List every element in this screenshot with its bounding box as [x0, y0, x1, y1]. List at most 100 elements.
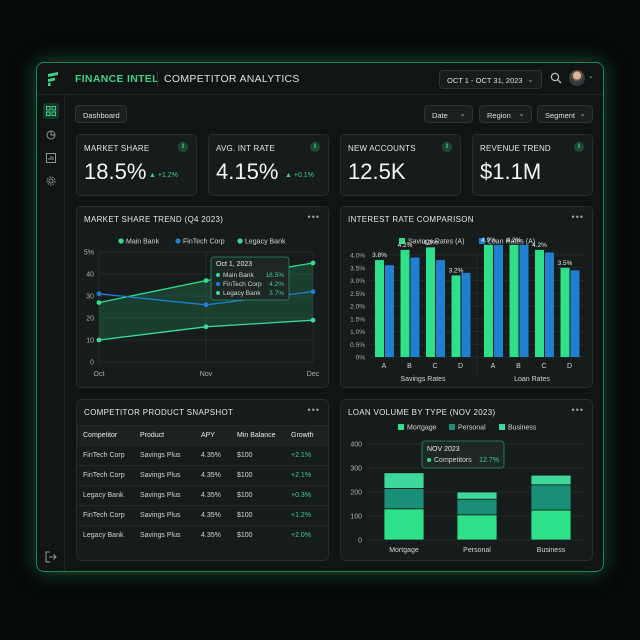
- y-tick-label: 300: [350, 466, 362, 473]
- table-row[interactable]: FinTech Corp Savings Plus 4.35% $100 +2.…: [77, 465, 328, 485]
- card-title: INTEREST RATE COMPARISON: [348, 215, 474, 224]
- kpi-value: $1.1M: [480, 159, 542, 184]
- region-filter[interactable]: Region ⌄: [479, 105, 532, 123]
- interest-rate-bar-chart: Savings Rates (A) Loan Rates (A) 4.0% 3.5% 3…: [350, 237, 584, 383]
- tooltip-name: FinTech Corp: [223, 281, 262, 288]
- bar-loans: [570, 270, 580, 357]
- column-header[interactable]: APY: [201, 432, 216, 439]
- x-tick-label: D: [567, 363, 572, 370]
- data-label: 4.2%: [398, 242, 413, 249]
- tooltip-marker: [216, 282, 220, 286]
- search-icon[interactable]: [550, 72, 562, 84]
- date-filter[interactable]: Date ⌄: [424, 105, 473, 123]
- x-tick-label: Business: [537, 547, 566, 554]
- column-header[interactable]: Growth: [291, 432, 314, 439]
- bar-savings: [400, 249, 410, 357]
- cell-min-balance: $100: [237, 532, 253, 539]
- legend-label: Personal: [458, 425, 486, 432]
- chevron-down-icon: ⌄: [579, 109, 586, 118]
- card-title: COMPETITOR PRODUCT SNAPSHOT: [84, 408, 234, 417]
- column-header[interactable]: Min Balance: [237, 432, 276, 439]
- loan-volume-card: LOAN VOLUME BY TYPE (NOV 2023) ••• Mortg…: [340, 399, 593, 561]
- settings-icon[interactable]: [43, 173, 59, 189]
- y-tick-label: 4.0%: [350, 253, 365, 260]
- bar-loans: [545, 252, 554, 357]
- y-tick-label: 3.5%: [350, 265, 365, 272]
- column-header[interactable]: Competitor: [83, 432, 118, 439]
- chevron-down-icon[interactable]: ⌄: [588, 73, 594, 80]
- x-tick-label: Personal: [463, 547, 491, 554]
- legend-marker: [118, 238, 124, 244]
- main-content: Dashboard Date ⌄ Region ⌄ Segment ⌄ MARKET …: [65, 95, 603, 571]
- more-icon[interactable]: •••: [571, 212, 584, 222]
- data-point: [203, 324, 209, 330]
- chevron-down-icon: ⌄: [527, 75, 534, 84]
- tooltip-name: Competitors: [434, 457, 472, 464]
- stacked-bar-segment: [383, 508, 425, 541]
- stacked-bar-segment: [530, 484, 572, 511]
- legend-label: FinTech Corp: [183, 239, 225, 246]
- logo-icon: [48, 72, 58, 86]
- data-point: [203, 278, 209, 283]
- more-icon[interactable]: •••: [307, 405, 320, 415]
- cell-apy: 4.35%: [201, 472, 221, 479]
- info-icon[interactable]: i: [442, 142, 452, 152]
- bar-savings: [484, 244, 493, 357]
- report-icon[interactable]: [43, 150, 59, 166]
- y-tick-label: 5%: [84, 250, 94, 257]
- table-row[interactable]: Legacy Bank Savings Plus 4.35% $100 +0.3…: [77, 485, 328, 505]
- chevron-down-icon: ⌄: [459, 109, 466, 118]
- info-icon[interactable]: i: [178, 142, 188, 152]
- y-tick-label: 20: [86, 316, 94, 323]
- cell-product: Savings Plus: [140, 532, 181, 539]
- bar-savings: [560, 267, 570, 357]
- bar-savings: [535, 249, 544, 357]
- data-label: 4.3%: [423, 239, 438, 246]
- table-row[interactable]: FinTech Corp Savings Plus 4.35% $100 +1.…: [77, 505, 328, 525]
- cell-competitor: FinTech Corp: [83, 472, 125, 479]
- date-range-picker[interactable]: OCT 1 - OCT 31, 2023 ⌄: [439, 70, 542, 89]
- more-icon[interactable]: •••: [571, 405, 584, 415]
- y-tick-label: 100: [350, 514, 362, 521]
- date-range-label: OCT 1 - OCT 31, 2023: [447, 76, 523, 85]
- x-tick-label: A: [491, 363, 496, 370]
- info-icon[interactable]: i: [574, 142, 584, 152]
- dashboard-icon[interactable]: [43, 103, 59, 119]
- segment-filter[interactable]: Segment ⌄: [537, 105, 593, 123]
- chart-icon[interactable]: [43, 127, 59, 143]
- y-tick-label: 1.0%: [350, 329, 365, 336]
- x-tick-label: Oct: [94, 371, 105, 378]
- cell-growth: +0.3%: [291, 492, 312, 499]
- data-point: [96, 337, 102, 343]
- cell-product: Savings Plus: [140, 492, 181, 499]
- bar-savings: [509, 244, 519, 357]
- cell-min-balance: $100: [237, 512, 253, 519]
- legend-label: Savings Rates (A): [408, 239, 464, 246]
- stacked-bar-segment: [456, 514, 498, 541]
- group-label: Loan Rates: [514, 376, 550, 383]
- logout-icon[interactable]: [45, 551, 57, 563]
- app-window: FINANCE INTEL COMPETITOR ANALYTICS OCT 1…: [36, 62, 604, 572]
- column-header[interactable]: Product: [140, 432, 165, 439]
- cell-growth: +2.1%: [291, 472, 312, 479]
- table-row[interactable]: Legacy Bank Savings Plus 4.35% $100 +2.0…: [77, 525, 328, 545]
- data-label: 3.5%: [558, 260, 573, 267]
- stacked-bar-segment: [456, 498, 498, 516]
- legend-marker: [175, 238, 181, 244]
- data-point: [96, 300, 102, 305]
- tooltip-value: 12.7%: [479, 457, 499, 464]
- y-tick-label: 3.0%: [350, 278, 365, 285]
- data-label: 3.8%: [372, 252, 387, 259]
- tooltip-name: Legacy Bank: [223, 290, 261, 297]
- y-tick-label: 30: [86, 294, 94, 301]
- x-tick-label: A: [382, 363, 387, 370]
- more-icon[interactable]: •••: [307, 212, 320, 222]
- avatar[interactable]: [569, 70, 585, 86]
- table-row[interactable]: FinTech Corp Savings Plus 4.35% $100 +2.…: [77, 445, 328, 465]
- x-tick-label: C: [432, 363, 437, 370]
- info-icon[interactable]: i: [310, 142, 320, 152]
- y-tick-label: 0.5%: [350, 342, 365, 349]
- tooltip-title: NOV 2023: [427, 446, 460, 453]
- kpi-card-new-accounts: NEW ACCOUNTS i 12.5K: [340, 134, 461, 196]
- breadcrumb[interactable]: Dashboard: [75, 105, 127, 123]
